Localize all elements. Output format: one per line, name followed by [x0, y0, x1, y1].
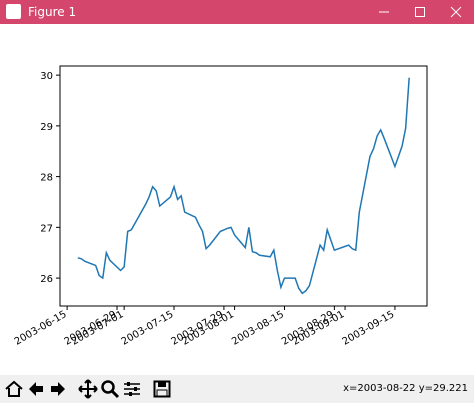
axes-frame — [59, 65, 428, 307]
title-bar: Figure 1 — [0, 0, 474, 24]
minimize-button[interactable] — [366, 0, 402, 24]
window-title: Figure 1 — [28, 5, 77, 19]
y-tick-label: 26 — [40, 274, 53, 285]
pan-button[interactable] — [78, 379, 98, 399]
figure: 26272829302003-06-152003-06-292003-07-01… — [13, 65, 428, 348]
toolbar: x=2003-08-22 y=29.221 — [0, 375, 474, 403]
status-text: x=2003-08-22 y=29.221 — [343, 383, 468, 394]
y-tick-label: 27 — [40, 223, 53, 234]
x-tick-label: 2003-06-15 — [13, 309, 69, 348]
x-tick-label: 2003-09-15 — [341, 309, 397, 348]
home-button[interactable] — [4, 379, 24, 399]
configure-button[interactable] — [122, 379, 142, 399]
x-tick-label: 2003-08-15 — [230, 309, 286, 348]
forward-button[interactable] — [48, 379, 68, 399]
y-tick-label: 30 — [40, 71, 53, 82]
zoom-button[interactable] — [100, 379, 120, 399]
save-button[interactable] — [152, 379, 172, 399]
x-tick-label: 2003-07-15 — [120, 309, 176, 348]
maximize-button[interactable] — [402, 0, 438, 24]
back-button[interactable] — [26, 379, 46, 399]
close-button[interactable] — [438, 0, 474, 24]
y-tick-label: 29 — [40, 122, 53, 133]
line — [77, 77, 410, 295]
y-tick-label: 28 — [40, 173, 53, 184]
app-icon — [6, 4, 21, 19]
